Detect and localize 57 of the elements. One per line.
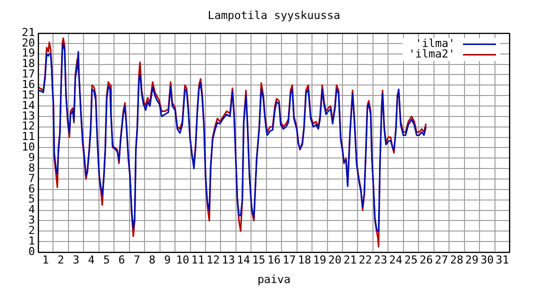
x-tick-label: 19	[313, 253, 326, 266]
x-tick-label: 29	[465, 253, 479, 266]
y-tick-label: 11	[22, 130, 35, 144]
x-tick-label: 30	[480, 253, 494, 266]
y-tick-label: 21	[22, 26, 35, 39]
y-tick-label: 10	[22, 140, 35, 154]
x-tick-label: 20	[328, 253, 342, 266]
y-tick-label: 15	[22, 88, 35, 102]
x-tick-label: 24	[389, 253, 403, 266]
x-tick-label: 31	[496, 253, 510, 266]
x-tick-label: 6	[118, 253, 126, 266]
y-tick-label: 3	[28, 214, 35, 227]
x-tick-label: 11	[191, 253, 204, 266]
x-tick-label: 16	[267, 253, 281, 266]
y-tick-label: 4	[28, 203, 36, 216]
x-tick-label: 23	[374, 253, 388, 266]
y-tick-label: 8	[28, 161, 35, 174]
y-tick-label: 20	[22, 36, 35, 50]
chart-title: Lampotila syyskuussa	[208, 8, 340, 22]
x-tick-label: 13	[222, 253, 235, 266]
y-tick-label: 13	[22, 109, 35, 122]
x-tick-label: 7	[134, 253, 140, 266]
y-tick-label: 19	[22, 46, 35, 60]
y-tick-label: 14	[22, 98, 36, 112]
y-tick-label: 5	[28, 192, 35, 206]
x-tick-label: 1	[42, 253, 49, 266]
y-tick-label: 12	[22, 120, 35, 133]
x-tick-label: 2	[58, 253, 64, 266]
x-tick-label: 8	[148, 253, 156, 266]
y-tick-label: 9	[28, 151, 35, 164]
x-tick-label: 10	[176, 253, 190, 266]
y-tick-label: 16	[22, 78, 35, 91]
x-tick-label: 22	[358, 253, 372, 266]
x-tick-label: 14	[236, 253, 251, 266]
x-tick-label: 12	[206, 253, 220, 266]
x-tick-label: 5	[103, 253, 110, 266]
y-tick-label: 7	[28, 172, 35, 185]
x-tick-label: 28	[450, 253, 464, 266]
x-tick-label: 9	[164, 253, 171, 266]
y-tick-label: 2	[28, 224, 35, 237]
x-tick-label: 15	[252, 253, 266, 266]
y-tick-label: 17	[22, 68, 35, 81]
x-tick-label: 4	[88, 253, 95, 266]
y-tick-label: 1	[28, 234, 35, 248]
x-tick-label: 27	[434, 253, 448, 266]
x-tick-label: 3	[72, 253, 80, 266]
y-tick-label: 6	[28, 182, 35, 196]
x-tick-label: 26	[420, 253, 433, 266]
x-tick-label: 25	[404, 253, 418, 266]
x-tick-label: 18	[298, 253, 312, 266]
x-axis-title: paiva	[257, 272, 291, 286]
legend-label: 'ilma'	[415, 37, 455, 50]
y-tick-label: 18	[22, 57, 35, 70]
y-tick-label: 0	[28, 244, 35, 258]
x-tick-label: 17	[282, 253, 296, 266]
x-tick-label: 21	[344, 253, 357, 266]
legend-label: 'ilma2'	[408, 48, 455, 61]
